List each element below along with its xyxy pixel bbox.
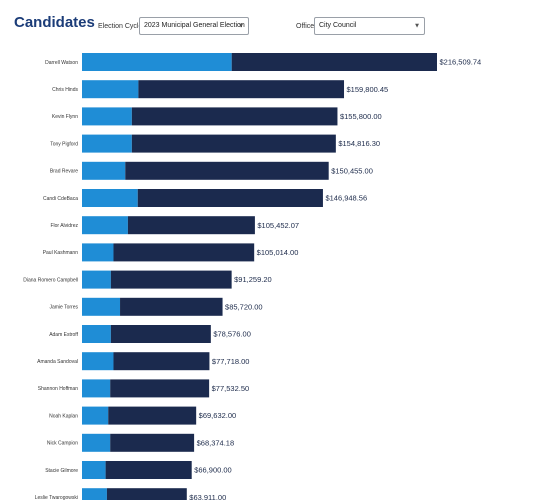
bar-segment-light[interactable]: [82, 189, 138, 207]
election-cycle-value: 2023 Municipal General Election: [144, 22, 245, 29]
bar-segment-dark[interactable]: [110, 433, 195, 452]
office-value: City Council: [319, 22, 357, 29]
bar-total-label: $68,374.18: [197, 438, 235, 447]
candidate-name-label: Brad Revare: [50, 169, 78, 175]
candidate-name-label: Jamie Torres: [49, 305, 78, 311]
page-title: Candidates: [14, 14, 95, 31]
bar-segment-light[interactable]: [82, 433, 111, 452]
bar-segment-dark[interactable]: [110, 325, 211, 343]
bar-segment-light[interactable]: [82, 107, 132, 126]
bar-total-label: $105,452.07: [257, 221, 299, 230]
chevron-down-icon: ▼: [415, 23, 419, 29]
candidate-name-label: Adam Estroff: [49, 332, 78, 338]
bar-total-label: $69,632.00: [199, 411, 237, 420]
chevron-down-icon: ▼: [239, 23, 243, 29]
bar-segment-light[interactable]: [82, 161, 126, 180]
bar-total-label: $105,014.00: [257, 248, 299, 257]
bar-total-label: $77,532.50: [212, 384, 250, 393]
candidate-name-label: Tony Pigford: [50, 141, 78, 147]
bar-total-label: $85,720.00: [225, 302, 263, 311]
bar-total-label: $63,911.00: [189, 493, 226, 500]
candidate-name-label: Noah Kaplan: [49, 413, 78, 419]
bar-segment-light[interactable]: [82, 134, 132, 153]
office-select[interactable]: City Council ▼: [314, 17, 425, 35]
bar-segment-dark[interactable]: [105, 461, 192, 479]
bar-total-label: $91,259.20: [234, 275, 272, 284]
candidate-name-label: Leslie Twarogowski: [35, 495, 78, 500]
bar-segment-light[interactable]: [82, 406, 109, 425]
bar-total-label: $150,455.00: [331, 166, 373, 175]
bar-total-label: $77,718.00: [212, 357, 250, 366]
bar-segment-dark[interactable]: [120, 297, 223, 316]
candidate-name-label: Chris Hinds: [52, 87, 78, 93]
bar-segment-light[interactable]: [82, 297, 121, 316]
bar-segment-dark[interactable]: [131, 107, 338, 126]
candidate-name-label: Paul Kashmann: [43, 250, 79, 256]
bar-segment-dark[interactable]: [106, 488, 187, 500]
bar-segment-dark[interactable]: [113, 352, 210, 371]
bar-segment-light[interactable]: [82, 488, 107, 500]
bar-total-label: $66,900.00: [194, 466, 232, 475]
candidate-name-label: Shannon Hoffman: [38, 386, 78, 392]
bar-total-label: $154,816.30: [338, 139, 380, 148]
bar-segment-dark[interactable]: [138, 80, 345, 99]
bar-segment-light[interactable]: [82, 325, 111, 343]
bar-segment-dark[interactable]: [110, 379, 210, 398]
bar-total-label: $216,509.74: [440, 58, 482, 67]
bar-segment-light[interactable]: [82, 270, 111, 289]
bar-total-label: $155,800.00: [340, 112, 382, 121]
bar-total-label: $159,800.45: [347, 85, 389, 94]
bar-total-label: $78,576.00: [213, 330, 251, 339]
bar-segment-light[interactable]: [82, 379, 111, 398]
bar-segment-dark[interactable]: [108, 406, 197, 425]
bar-segment-light[interactable]: [82, 80, 139, 99]
candidate-name-label: Candi CdeBaca: [43, 196, 78, 202]
candidate-name-label: Amanda Sandoval: [37, 359, 78, 365]
header: Candidates Election Cycle 2023 Municipal…: [0, 0, 550, 40]
bar-segment-light[interactable]: [82, 461, 106, 479]
bar-segment-dark[interactable]: [231, 53, 437, 71]
candidate-name-label: Flor Alvidrez: [50, 223, 78, 229]
candidate-name-label: Stacie Gilmore: [45, 468, 78, 474]
office-label: Office: [296, 23, 315, 30]
candidate-name-label: Nick Campion: [47, 441, 78, 447]
candidate-name-label: Darrell Watson: [45, 60, 78, 66]
bar-segment-dark[interactable]: [110, 270, 232, 289]
bar-segment-dark[interactable]: [137, 189, 323, 207]
candidate-name-label: Diana Romero Campbell: [23, 277, 78, 283]
bar-segment-light[interactable]: [82, 216, 128, 235]
election-cycle-label: Election Cycle: [98, 23, 143, 30]
bar-segment-light[interactable]: [82, 243, 114, 262]
bar-segment-dark[interactable]: [113, 243, 255, 262]
election-cycle-select[interactable]: 2023 Municipal General Election ▼: [139, 17, 249, 35]
bar-segment-light[interactable]: [82, 53, 232, 71]
bar-segment-dark[interactable]: [127, 216, 255, 235]
bar-segment-dark[interactable]: [131, 134, 336, 153]
candidate-name-label: Kevin Flynn: [52, 114, 78, 120]
bar-total-label: $146,948.56: [325, 194, 367, 203]
bar-segment-light[interactable]: [82, 352, 114, 371]
bar-segment-dark[interactable]: [125, 161, 329, 180]
